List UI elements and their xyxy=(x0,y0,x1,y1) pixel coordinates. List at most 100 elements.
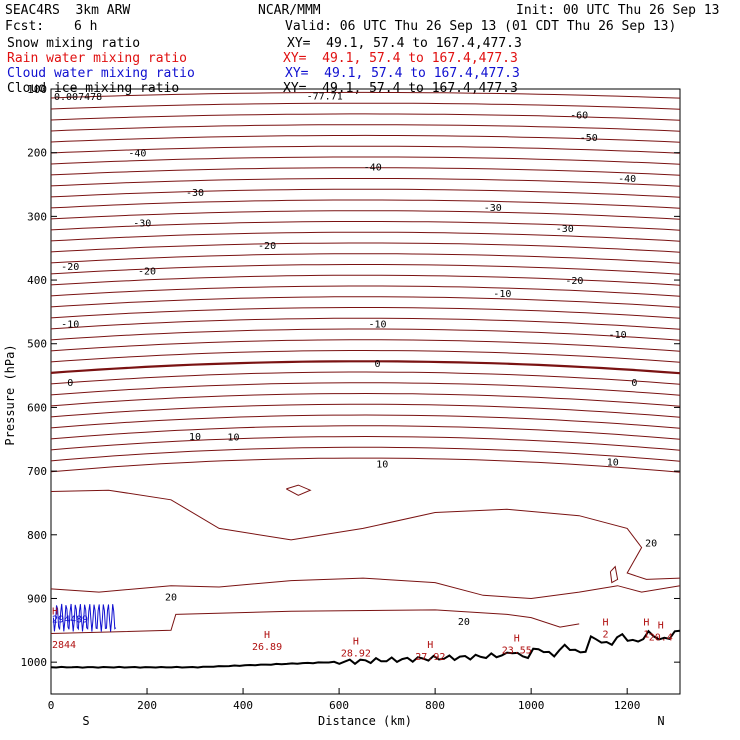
y-tick-label: 100 xyxy=(27,83,47,96)
x-tick-label: 0 xyxy=(48,699,55,712)
high-value-label: 26.89 xyxy=(252,642,282,653)
y-tick-label: 200 xyxy=(27,147,47,160)
isotherm-label: -30 xyxy=(186,188,204,199)
isotherm-label: -50 xyxy=(580,133,598,144)
contour-value-label: 10 xyxy=(227,433,239,444)
x-tick-label: 600 xyxy=(329,699,349,712)
y-tick-label: 700 xyxy=(27,465,47,478)
x-tick-label: 200 xyxy=(137,699,157,712)
high-marker: H xyxy=(643,618,649,629)
field-rain-name: Rain water mixing ratio xyxy=(7,51,188,66)
corner-value-label: 0.007478 xyxy=(54,92,102,103)
isotherm-label: 10 xyxy=(189,432,201,443)
isotherm-line xyxy=(50,403,681,418)
plot-frame xyxy=(50,88,681,695)
north-end-label: N xyxy=(657,714,664,728)
contour-labels: -77.71-60-50-40-40-30-30-20-10-1001010-4… xyxy=(52,91,673,662)
isotherm-line xyxy=(50,124,681,132)
isotherm-line xyxy=(50,113,681,121)
contour-value-label: -40 xyxy=(618,174,636,185)
isotherm-line xyxy=(50,328,681,341)
isotherm-line xyxy=(50,317,681,330)
y-tick-label: 600 xyxy=(27,401,47,414)
high-marker: H xyxy=(353,637,359,648)
field-rain-xy: XY= 49.1, 57.4 to 167.4,477.3 xyxy=(283,51,518,66)
isotherm-line xyxy=(50,145,681,154)
y-tick-label: 1000 xyxy=(21,656,48,669)
contour-value-label: 20 xyxy=(458,617,470,628)
isotherm-line xyxy=(50,307,681,319)
high-value-label: 1 xyxy=(643,630,649,641)
isotherm-line xyxy=(50,360,681,375)
isotherm-label: -40 xyxy=(128,149,146,160)
rain-max-label: 2844 xyxy=(52,640,76,651)
isotherm-contours xyxy=(50,91,681,634)
high-value-label: 23.55 xyxy=(502,645,532,656)
contour-20-line xyxy=(50,577,681,600)
south-end-label: S xyxy=(82,714,89,728)
isotherm-line xyxy=(50,102,681,110)
isotherm-line xyxy=(50,382,681,396)
isotherm-label: -77.71 xyxy=(307,91,343,102)
isotherm-line xyxy=(50,188,681,198)
x-tick-label: 1000 xyxy=(518,699,545,712)
isotherm-line xyxy=(50,91,681,99)
isotherm-label: -20 xyxy=(258,241,276,252)
terrain-surface-line xyxy=(50,629,681,669)
isotherm-line xyxy=(50,339,681,352)
field-snow-xy: XY= 49.1, 57.4 to 167.4,477.3 xyxy=(287,36,522,51)
high-marker: H xyxy=(264,630,270,641)
y-tick-label: 500 xyxy=(27,338,47,351)
isotherm-line xyxy=(50,156,681,165)
isotherm-line xyxy=(50,457,681,473)
isotherm-line xyxy=(50,350,681,363)
contour-value-label: -20 xyxy=(138,267,156,278)
isotherm-label: 10 xyxy=(376,459,388,470)
contour-value-label: -20 xyxy=(61,262,79,273)
valid-time: Valid: 06 UTC Thu 26 Sep 13 (01 CDT Thu … xyxy=(285,19,677,34)
isotherm-line xyxy=(50,414,681,429)
isotherm-line xyxy=(50,274,681,286)
contour-value-label: 0 xyxy=(67,378,73,389)
y-tick-label: 800 xyxy=(27,529,47,542)
forecast-label: Fcst: xyxy=(5,19,45,34)
isotherm-line xyxy=(50,446,681,462)
contour-value-label: -20 xyxy=(565,276,583,287)
contour-lower-line xyxy=(50,609,580,634)
rain-max-marker: H xyxy=(52,606,58,617)
isotherm-line xyxy=(50,134,681,143)
terrain-and-hydrometeors xyxy=(50,603,681,669)
isotherm-line xyxy=(50,199,681,209)
contour-value-label: 0 xyxy=(631,378,637,389)
isotherm-line xyxy=(50,253,681,264)
x-tick-label: 400 xyxy=(233,699,253,712)
isotherm-label: -10 xyxy=(368,319,386,330)
high-marker: H xyxy=(514,633,520,644)
isotherm-line xyxy=(50,285,681,297)
high-value-label: 2 xyxy=(603,630,609,641)
high-value-label: 27.92 xyxy=(415,652,445,663)
x-tick-label: 800 xyxy=(425,699,445,712)
contour-value-label: -30 xyxy=(133,219,151,230)
isotherm-line xyxy=(50,296,681,308)
isotherm-label: -60 xyxy=(570,110,588,121)
forecast-value: 6 h xyxy=(74,19,98,34)
contour-upper-line xyxy=(50,489,681,580)
contour-value-label: -30 xyxy=(556,224,574,235)
isotherm-line xyxy=(50,221,681,231)
loop-contour xyxy=(609,565,619,584)
small-closed-contour xyxy=(286,484,312,496)
isotherm-label: -30 xyxy=(484,203,502,214)
cloud-water-contour xyxy=(52,603,117,632)
field-snow-name: Snow mixing ratio xyxy=(7,36,141,51)
high-marker: H xyxy=(427,640,433,651)
isotherm-label: -40 xyxy=(364,163,382,174)
y-tick-label: 300 xyxy=(27,210,47,223)
y-tick-label: 900 xyxy=(27,592,47,605)
contour-value-label: 20 xyxy=(645,538,657,549)
isotherm-line xyxy=(50,242,681,253)
model-title: SEAC4RS 3km ARW xyxy=(5,3,131,18)
isotherm-line xyxy=(50,425,681,440)
y-axis-label: Pressure (hPa) xyxy=(3,344,17,445)
